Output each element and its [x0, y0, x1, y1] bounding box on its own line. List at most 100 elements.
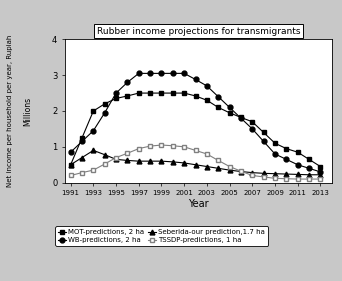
TSSDP-predictions, 1 ha: [103, 162, 107, 166]
TSSDP-predictions, 1 ha: [205, 152, 209, 156]
Seberida-our prediction,1.7 ha: [148, 160, 152, 163]
Seberida-our prediction,1.7 ha: [284, 172, 288, 176]
MOT-predictions, 2 ha: [159, 91, 163, 95]
WB-predictions, 2 ha: [148, 72, 152, 75]
WB-predictions, 2 ha: [318, 170, 323, 174]
TSSDP-predictions, 1 ha: [262, 175, 266, 179]
TSSDP-predictions, 1 ha: [80, 171, 84, 174]
Seberida-our prediction,1.7 ha: [307, 173, 311, 176]
TSSDP-predictions, 1 ha: [284, 177, 288, 180]
Title: Rubber income projections for transmigrants: Rubber income projections for transmigra…: [96, 27, 300, 36]
TSSDP-predictions, 1 ha: [273, 177, 277, 180]
Line: MOT-predictions, 2 ha: MOT-predictions, 2 ha: [68, 91, 323, 169]
TSSDP-predictions, 1 ha: [126, 151, 130, 155]
MOT-predictions, 2 ha: [194, 94, 198, 98]
Seberida-our prediction,1.7 ha: [114, 158, 118, 161]
X-axis label: Year: Year: [188, 199, 209, 209]
MOT-predictions, 2 ha: [126, 94, 130, 98]
WB-predictions, 2 ha: [239, 117, 243, 120]
Seberida-our prediction,1.7 ha: [103, 153, 107, 157]
WB-predictions, 2 ha: [250, 127, 254, 131]
WB-predictions, 2 ha: [103, 111, 107, 114]
WB-predictions, 2 ha: [194, 78, 198, 81]
WB-predictions, 2 ha: [159, 72, 163, 75]
MOT-predictions, 2 ha: [114, 97, 118, 100]
MOT-predictions, 2 ha: [262, 131, 266, 134]
MOT-predictions, 2 ha: [205, 99, 209, 102]
MOT-predictions, 2 ha: [171, 91, 175, 95]
WB-predictions, 2 ha: [91, 129, 95, 132]
Seberida-our prediction,1.7 ha: [69, 163, 73, 166]
Line: WB-predictions, 2 ha: WB-predictions, 2 ha: [68, 71, 323, 174]
Seberida-our prediction,1.7 ha: [171, 160, 175, 164]
TSSDP-predictions, 1 ha: [239, 169, 243, 173]
WB-predictions, 2 ha: [295, 163, 300, 166]
TSSDP-predictions, 1 ha: [216, 159, 220, 162]
Seberida-our prediction,1.7 ha: [227, 168, 232, 172]
TSSDP-predictions, 1 ha: [227, 165, 232, 168]
WB-predictions, 2 ha: [126, 81, 130, 84]
MOT-predictions, 2 ha: [216, 106, 220, 109]
WB-predictions, 2 ha: [216, 95, 220, 98]
Seberida-our prediction,1.7 ha: [239, 170, 243, 173]
MOT-predictions, 2 ha: [284, 147, 288, 150]
TSSDP-predictions, 1 ha: [318, 177, 323, 181]
WB-predictions, 2 ha: [262, 140, 266, 143]
MOT-predictions, 2 ha: [182, 91, 186, 95]
WB-predictions, 2 ha: [273, 152, 277, 156]
Y-axis label: Net income per household per year, Rupiah: Net income per household per year, Rupia…: [7, 35, 13, 187]
Seberida-our prediction,1.7 ha: [137, 160, 141, 163]
WB-predictions, 2 ha: [114, 91, 118, 95]
MOT-predictions, 2 ha: [227, 111, 232, 114]
MOT-predictions, 2 ha: [318, 165, 323, 168]
Seberida-our prediction,1.7 ha: [295, 173, 300, 176]
TSSDP-predictions, 1 ha: [295, 177, 300, 181]
MOT-predictions, 2 ha: [273, 142, 277, 145]
WB-predictions, 2 ha: [171, 72, 175, 75]
WB-predictions, 2 ha: [205, 84, 209, 88]
MOT-predictions, 2 ha: [250, 120, 254, 123]
WB-predictions, 2 ha: [182, 72, 186, 75]
WB-predictions, 2 ha: [137, 72, 141, 75]
TSSDP-predictions, 1 ha: [159, 143, 163, 147]
TSSDP-predictions, 1 ha: [69, 174, 73, 177]
TSSDP-predictions, 1 ha: [194, 149, 198, 152]
Seberida-our prediction,1.7 ha: [205, 165, 209, 168]
TSSDP-predictions, 1 ha: [91, 168, 95, 172]
TSSDP-predictions, 1 ha: [148, 144, 152, 148]
Seberida-our prediction,1.7 ha: [216, 167, 220, 170]
WB-predictions, 2 ha: [284, 158, 288, 161]
TSSDP-predictions, 1 ha: [250, 174, 254, 177]
Seberida-our prediction,1.7 ha: [194, 163, 198, 166]
Seberida-our prediction,1.7 ha: [250, 171, 254, 174]
Seberida-our prediction,1.7 ha: [182, 161, 186, 165]
MOT-predictions, 2 ha: [307, 158, 311, 161]
Text: Millions: Millions: [23, 96, 32, 126]
Seberida-our prediction,1.7 ha: [273, 172, 277, 175]
Line: TSSDP-predictions, 1 ha: TSSDP-predictions, 1 ha: [68, 142, 323, 182]
MOT-predictions, 2 ha: [148, 91, 152, 95]
TSSDP-predictions, 1 ha: [114, 156, 118, 159]
Seberida-our prediction,1.7 ha: [91, 149, 95, 152]
WB-predictions, 2 ha: [227, 106, 232, 109]
Line: Seberida-our prediction,1.7 ha: Seberida-our prediction,1.7 ha: [68, 148, 323, 177]
WB-predictions, 2 ha: [69, 151, 73, 154]
Seberida-our prediction,1.7 ha: [126, 159, 130, 162]
Seberida-our prediction,1.7 ha: [80, 156, 84, 159]
MOT-predictions, 2 ha: [137, 91, 141, 95]
MOT-predictions, 2 ha: [91, 109, 95, 113]
Seberida-our prediction,1.7 ha: [318, 173, 323, 176]
Legend: MOT-predictions, 2 ha, WB-predictions, 2 ha, Seberida-our prediction,1.7 ha, TSS: MOT-predictions, 2 ha, WB-predictions, 2…: [55, 226, 268, 246]
MOT-predictions, 2 ha: [295, 151, 300, 154]
TSSDP-predictions, 1 ha: [307, 177, 311, 181]
MOT-predictions, 2 ha: [80, 136, 84, 140]
Seberida-our prediction,1.7 ha: [262, 172, 266, 175]
Seberida-our prediction,1.7 ha: [159, 160, 163, 163]
TSSDP-predictions, 1 ha: [182, 145, 186, 148]
WB-predictions, 2 ha: [80, 140, 84, 143]
MOT-predictions, 2 ha: [69, 163, 73, 166]
TSSDP-predictions, 1 ha: [171, 144, 175, 148]
MOT-predictions, 2 ha: [103, 102, 107, 106]
TSSDP-predictions, 1 ha: [137, 147, 141, 150]
MOT-predictions, 2 ha: [239, 116, 243, 119]
